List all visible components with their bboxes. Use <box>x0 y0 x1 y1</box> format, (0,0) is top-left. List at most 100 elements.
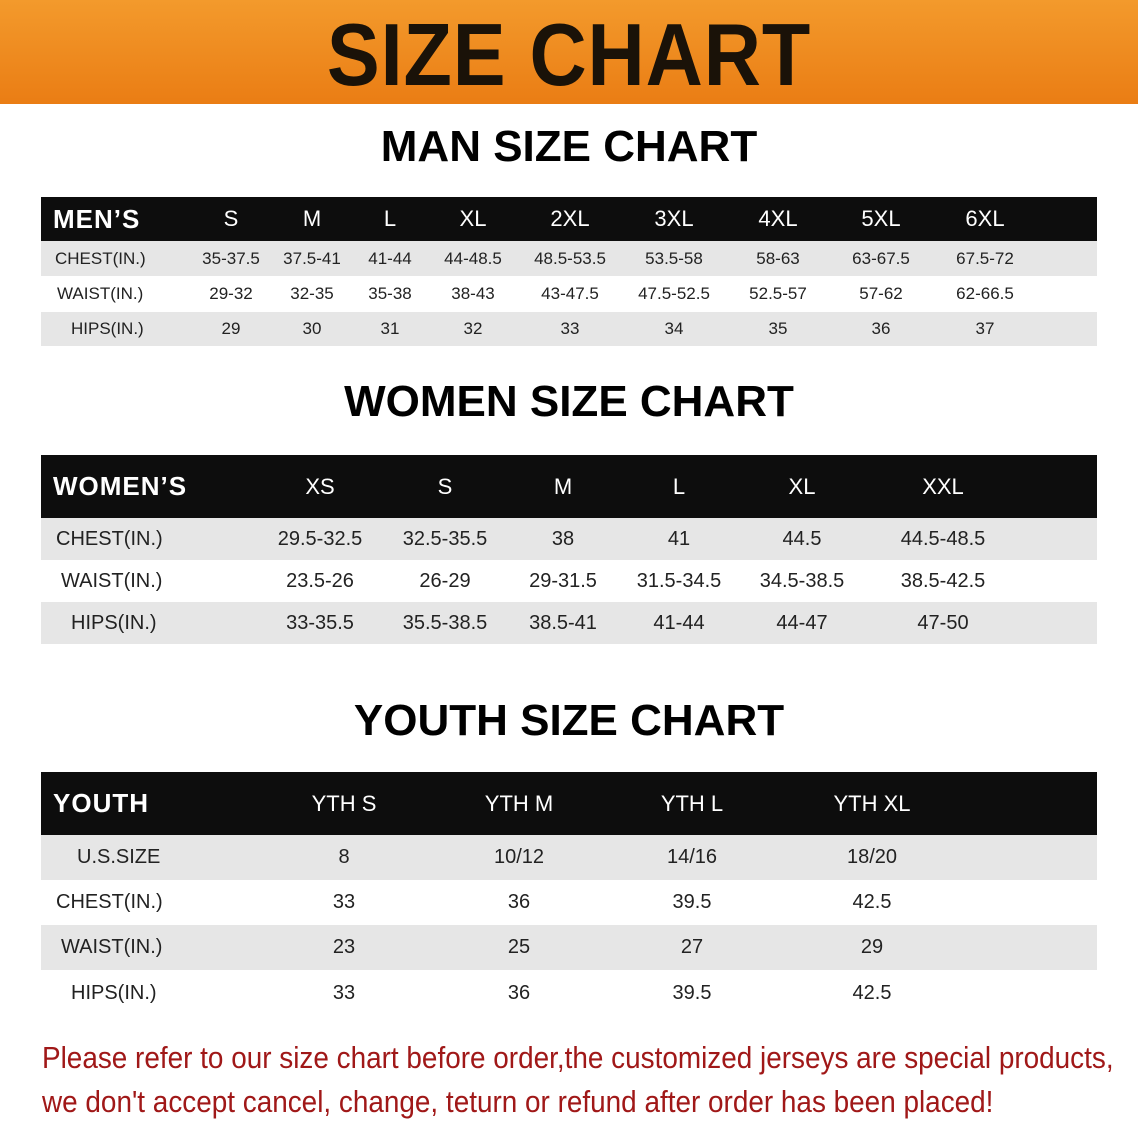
row-label: HIPS(IN.) <box>71 611 157 634</box>
table-header-label: MEN’S <box>53 203 141 234</box>
table-row: CHEST(IN.) 35-37.5 37.5-41 41-44 44-48.5 48.5… <box>41 241 1097 276</box>
table-cell: 62-66.5 <box>956 284 1014 303</box>
size-header: YTH S <box>311 790 377 816</box>
row-label: CHEST(IN.) <box>55 248 146 268</box>
table-header-row: MEN’S S M L XL 2XL 3XL 4XL 5XL 6XL <box>41 197 1097 241</box>
table-cell: 42.5 <box>852 981 892 1004</box>
size-header: YTH M <box>484 790 554 816</box>
table-cell: 41-44 <box>368 248 412 268</box>
table-cell: 41-44 <box>653 611 705 634</box>
size-header: S <box>437 473 453 499</box>
table-cell: 33 <box>332 981 356 1004</box>
table-cell: 35-38 <box>368 284 412 303</box>
table-cell: 25 <box>507 936 531 958</box>
size-header: 4XL <box>758 206 798 231</box>
size-header: XL <box>459 206 487 231</box>
table-cell: 57-62 <box>859 284 903 303</box>
table-row: HIPS(IN.) 33 36 39.5 42.5 <box>41 970 1097 1016</box>
table-cell: 41 <box>667 527 691 550</box>
table-cell: 29 <box>860 936 884 958</box>
table-row: WAIST(IN.) 29-32 32-35 35-38 38-43 43-47.5 47.… <box>41 277 1097 311</box>
row-label: WAIST(IN.) <box>61 569 163 592</box>
table-cell: 38.5-41 <box>529 611 597 634</box>
row-label: HIPS(IN.) <box>71 319 144 338</box>
table-cell: 23.5-26 <box>286 569 354 592</box>
table-cell: 32-35 <box>290 284 334 303</box>
size-header: XS <box>305 473 335 499</box>
table-cell: 58-63 <box>756 248 800 268</box>
table-cell: 38-43 <box>451 284 495 303</box>
row-label: HIPS(IN.) <box>71 981 157 1004</box>
table-cell: 29-32 <box>209 284 253 303</box>
table-header-label: WOMEN’S <box>53 471 188 501</box>
men-title: MAN SIZE CHART <box>380 122 758 171</box>
table-header-label: YOUTH <box>53 788 149 818</box>
table-cell: 8 <box>338 846 350 868</box>
table-cell: 23 <box>332 936 356 958</box>
size-header: M <box>302 206 322 231</box>
table-cell: 29-31.5 <box>529 569 597 592</box>
size-header: YTH L <box>660 790 724 816</box>
table-cell: 33 <box>332 891 356 913</box>
table-cell: 53.5-58 <box>645 248 703 268</box>
youth-title: YOUTH SIZE CHART <box>353 696 785 745</box>
size-header: S <box>223 206 239 231</box>
table-cell: 32 <box>463 319 483 338</box>
size-header: L <box>672 473 686 499</box>
table-header-row: YOUTH YTH S YTH M YTH L YTH XL <box>41 772 1097 835</box>
table-cell: 10/12 <box>493 846 545 868</box>
size-header: 2XL <box>550 206 590 231</box>
table-row: WAIST(IN.) 23 25 27 29 <box>41 925 1097 970</box>
table-header-row: WOMEN’S XS S M L XL XXL <box>41 455 1097 518</box>
table-row: HIPS(IN.) 33-35.5 35.5-38.5 38.5-41 41-44 44-… <box>41 602 1097 644</box>
banner: SIZE CHART <box>0 0 1138 104</box>
table-cell: 42.5 <box>852 891 892 913</box>
size-header: 6XL <box>965 206 1005 231</box>
table-cell: 31.5-34.5 <box>636 569 722 592</box>
table-cell: 63-67.5 <box>852 248 910 268</box>
table-cell: 33 <box>560 319 580 338</box>
table-cell: 27 <box>680 936 704 958</box>
size-header: XXL <box>922 473 964 499</box>
table-cell: 44.5-48.5 <box>900 527 986 550</box>
table-cell: 37 <box>975 319 995 338</box>
row-label: WAIST(IN.) <box>57 284 144 303</box>
table-row: U.S.SIZE 8 10/12 14/16 18/20 <box>41 835 1097 880</box>
table-cell: 36 <box>507 891 531 913</box>
table-cell: 35 <box>768 319 788 338</box>
notice-line-1: Please refer to our size chart before or… <box>42 1040 1114 1075</box>
order-notice: Please refer to our size chart before or… <box>42 1036 1122 1124</box>
size-header: M <box>553 473 573 499</box>
table-row: CHEST(IN.) 33 36 39.5 42.5 <box>41 880 1097 925</box>
size-header: 3XL <box>654 206 694 231</box>
row-label: CHEST(IN.) <box>56 891 163 913</box>
table-cell: 43-47.5 <box>541 284 599 303</box>
table-cell: 37.5-41 <box>283 248 341 268</box>
table-cell: 44-47 <box>776 611 828 634</box>
size-header: XL <box>788 473 816 499</box>
table-cell: 44-48.5 <box>444 248 502 268</box>
table-cell: 34.5-38.5 <box>759 569 845 592</box>
table-cell: 44.5 <box>782 527 822 550</box>
women-title: WOMEN SIZE CHART <box>344 377 794 426</box>
size-header: L <box>383 206 397 231</box>
size-header: 5XL <box>861 206 901 231</box>
table-cell: 30 <box>302 319 322 338</box>
size-header: YTH XL <box>833 790 911 816</box>
row-label: U.S.SIZE <box>77 846 161 868</box>
table-cell: 31 <box>380 319 400 338</box>
table-row: HIPS(IN.) 29 30 31 32 33 34 35 36 37 <box>41 312 1097 346</box>
banner-title: SIZE CHART <box>326 5 812 104</box>
table-cell: 36 <box>871 319 891 338</box>
table-cell: 52.5-57 <box>749 284 807 303</box>
table-row: CHEST(IN.) 29.5-32.5 32.5-35.5 38 41 44.5 44.5… <box>41 518 1097 560</box>
table-row: WAIST(IN.) 23.5-26 26-29 29-31.5 31.5-34.5 34… <box>41 560 1097 602</box>
table-cell: 38 <box>551 527 575 550</box>
row-label: WAIST(IN.) <box>61 936 163 958</box>
table-cell: 14/16 <box>666 846 718 868</box>
table-cell: 47-50 <box>917 611 969 634</box>
table-cell: 67.5-72 <box>956 248 1014 268</box>
row-label: CHEST(IN.) <box>56 527 163 550</box>
table-cell: 34 <box>664 319 684 338</box>
table-cell: 29.5-32.5 <box>277 527 363 550</box>
